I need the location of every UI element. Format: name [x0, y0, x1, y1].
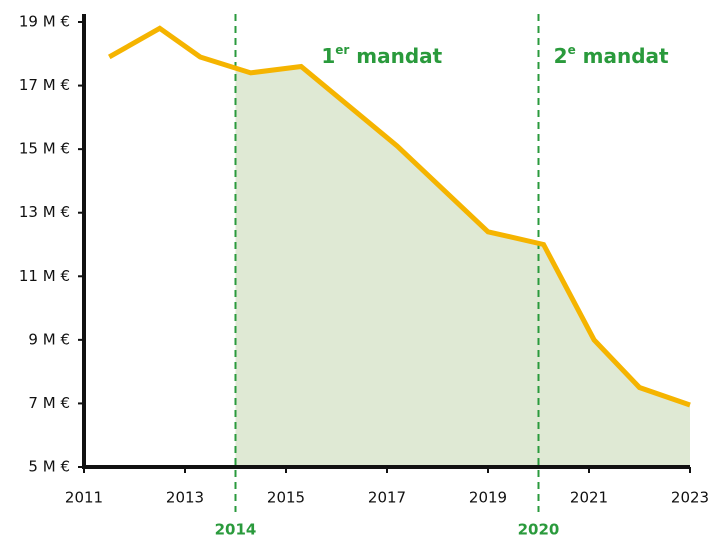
y-tick-label: 5 M €: [28, 458, 70, 476]
annotation: 1er mandat: [321, 42, 442, 67]
annotation: 2e mandat: [554, 42, 669, 67]
annotation-number: 2: [554, 43, 568, 67]
vline-label: 2020: [518, 521, 560, 539]
line: [108, 25, 691, 408]
vline-label: 2014: [215, 521, 257, 539]
y-tick-label: 15 M €: [19, 140, 70, 158]
annotation-sup: er: [335, 42, 349, 56]
annotation-number: 1: [321, 43, 335, 67]
x-tick-label: 2017: [368, 489, 406, 507]
x-tick-label: 2019: [469, 489, 507, 507]
y-tick-label: 11 M €: [19, 267, 70, 285]
y-tick-label: 13 M €: [19, 203, 70, 221]
x-tick-label: 2021: [570, 489, 608, 507]
x-tick-label: 2013: [166, 489, 204, 507]
annotation-sup: e: [568, 42, 576, 56]
x-tick-label: 2011: [65, 489, 103, 507]
x-tick-label: 2023: [671, 489, 709, 507]
annotation-text: mandat: [576, 43, 669, 67]
area: [235, 66, 690, 467]
y-tick-label: 7 M €: [28, 394, 70, 412]
annotation-text: mandat: [349, 43, 442, 67]
x-tick-label: 2015: [267, 489, 305, 507]
y-tick-label: 19 M €: [19, 13, 70, 31]
y-tick-label: 17 M €: [19, 76, 70, 94]
y-tick-label: 9 M €: [28, 330, 70, 348]
